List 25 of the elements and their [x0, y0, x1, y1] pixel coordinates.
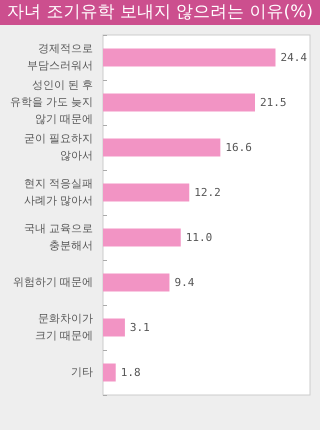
bar — [103, 48, 276, 66]
y-tick-label: 성인이 된 후 유학을 가도 늦지 않기 때문에 — [10, 80, 93, 126]
bar — [103, 274, 170, 292]
y-tick-label: 굳이 필요하지 않아서 — [24, 133, 93, 162]
bar — [103, 318, 125, 336]
data-label: 16.6 — [225, 141, 252, 154]
y-tick-label: 위험하기 때문에 — [12, 276, 93, 288]
data-label: 1.8 — [120, 366, 141, 379]
data-label: 21.5 — [260, 96, 286, 109]
y-tick-label: 현지 적응실패 사례가 많아서 — [24, 178, 93, 207]
bar — [103, 184, 190, 202]
y-tick-label: 문화차이가 크기 때문에 — [34, 313, 93, 342]
data-label: 11.0 — [186, 231, 212, 244]
bar — [103, 228, 181, 246]
chart-title: 자녀 조기유학 보내지 않으려는 이유(%) — [0, 0, 320, 25]
data-label: 3.1 — [130, 321, 150, 334]
bar — [103, 94, 255, 112]
y-tick-label: 국내 교육으로 충분해서 — [24, 223, 93, 252]
y-tick-label: 경제적으로 부담스러워서 — [27, 43, 93, 72]
data-label: 24.4 — [280, 51, 308, 64]
bar — [103, 138, 220, 156]
y-tick-label: 기타 — [71, 366, 93, 378]
data-label: 9.4 — [174, 276, 195, 289]
data-label: 12.2 — [194, 186, 221, 199]
bar — [103, 364, 116, 382]
